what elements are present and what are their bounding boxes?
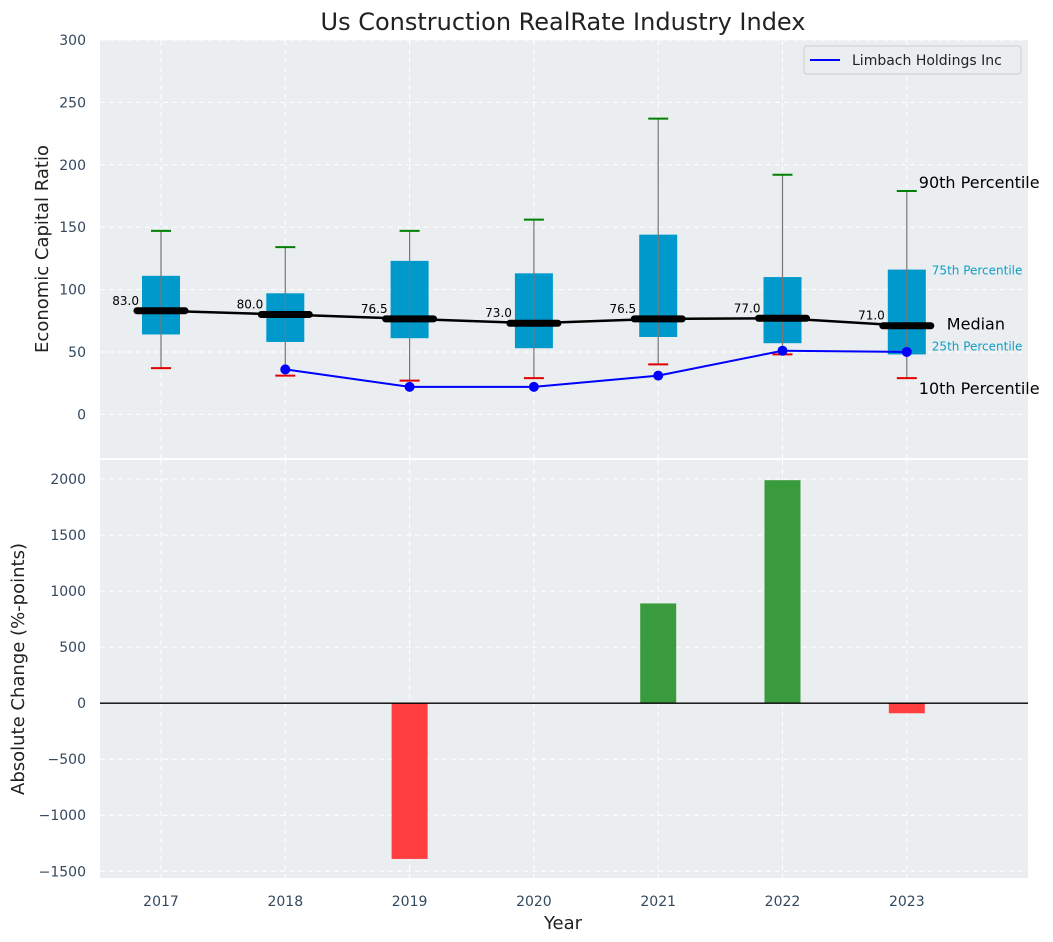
y-tick-label: 50	[68, 345, 86, 361]
y-tick-label: 200	[59, 158, 86, 174]
top-marks: 83.0 80.0 76.5 73.0 76.5 77.0 71.0 90th Percent…	[112, 117, 1040, 398]
annotation-median: Median	[947, 315, 1005, 334]
top-y-ticks: 0 50 100 150 200 250 300	[59, 33, 86, 423]
median-label: 76.5	[609, 302, 636, 316]
x-ticks: 2017 2018 2019 2020 2021 2022 2023	[143, 894, 924, 910]
y-tick-label: 1500	[50, 528, 86, 544]
x-tick-label: 2018	[267, 894, 303, 910]
legend: Limbach Holdings Inc	[803, 45, 1022, 75]
median-label: 77.0	[734, 301, 761, 315]
annotation-p75: 75th Percentile	[932, 264, 1023, 278]
x-tick-label: 2017	[143, 894, 179, 910]
y-tick-label: 250	[59, 95, 86, 111]
company-line	[285, 349, 907, 388]
annotation-p10: 10th Percentile	[919, 379, 1040, 398]
bottom-bars	[100, 480, 1028, 859]
y-tick-label: 2000	[50, 472, 86, 488]
company-point	[901, 346, 912, 357]
top-plot-area	[100, 40, 1028, 458]
company-point	[280, 364, 291, 375]
x-tick-label: 2020	[516, 894, 552, 910]
annotation-p90: 90th Percentile	[919, 173, 1040, 192]
top-y-axis-title: Economic Capital Ratio	[32, 145, 53, 353]
x-axis-title: Year	[543, 913, 583, 934]
y-tick-label: 0	[77, 696, 86, 712]
company-point	[404, 381, 415, 392]
bar-positive	[640, 603, 677, 704]
x-tick-label: 2021	[640, 894, 676, 910]
bottom-y-ticks: −1500 −1000 −500 0 500 1000 1500 2000	[39, 472, 86, 880]
company-point	[777, 345, 788, 356]
legend-entry: Limbach Holdings Inc	[852, 53, 1002, 69]
median-label: 76.5	[361, 302, 388, 316]
y-tick-label: −1500	[39, 864, 86, 880]
x-tick-label: 2023	[889, 894, 925, 910]
company-point	[528, 381, 539, 392]
y-tick-label: 0	[77, 407, 86, 423]
median-label: 80.0	[237, 298, 264, 312]
y-tick-label: 100	[59, 283, 86, 299]
y-tick-label: 1000	[50, 584, 86, 600]
bar-positive	[764, 480, 801, 704]
y-tick-label: 500	[59, 640, 86, 656]
y-tick-label: −1000	[39, 808, 86, 824]
annotation-p25: 25th Percentile	[932, 339, 1023, 353]
median-label: 83.0	[112, 294, 139, 308]
bar-negative	[888, 703, 925, 714]
bottom-y-axis-title: Absolute Change (%-points)	[8, 543, 29, 795]
y-tick-label: 150	[59, 220, 86, 236]
y-tick-label: 300	[59, 33, 86, 49]
bottom-plot-area	[100, 460, 1028, 878]
y-tick-label: −500	[48, 752, 86, 768]
chart-title: Us Construction RealRate Industry Index	[321, 8, 806, 36]
x-tick-label: 2019	[392, 894, 428, 910]
bar-negative	[391, 703, 428, 859]
median-label: 73.0	[485, 306, 512, 320]
median-label: 71.0	[858, 309, 885, 323]
company-point	[653, 370, 664, 381]
x-tick-label: 2022	[765, 894, 801, 910]
